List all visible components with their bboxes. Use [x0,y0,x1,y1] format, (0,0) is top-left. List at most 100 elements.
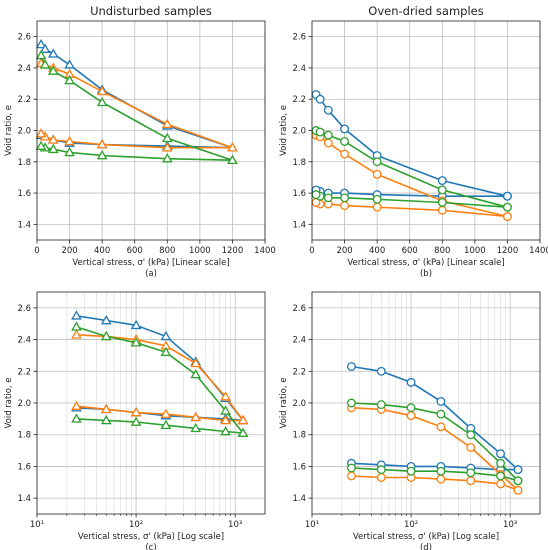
y-tick-label: 1.6 [17,462,31,472]
data-point [35,140,47,150]
series-b-0 [311,90,512,201]
data-point [220,414,231,425]
x-tick-label: 200 [336,246,352,256]
data-point [323,193,333,203]
series-d-2 [346,398,523,486]
data-point [372,202,382,212]
data-point [406,377,416,387]
panel-a: 0 200 400 600 800 1000 1200 1400 1.4 1.6 1.8 2.0 2.2… [4,4,276,279]
data-point [190,422,202,433]
data-point [39,59,51,69]
y-tick-label: 2.4 [17,336,31,346]
data-point [502,202,512,212]
x-axis-label: Vertical stress, σ' (kPa) [Linear scale] [347,258,504,268]
data-point [466,430,476,440]
y-tick-label: 1.8 [292,158,306,168]
data-point [100,414,112,425]
loading-line [76,315,244,421]
loading-line [351,365,519,471]
loading-line [76,326,244,434]
panel-b: 0 200 400 600 800 1000 1200 1400 1.4 1.6 1.8 2.0 2.2… [279,4,548,279]
data-point [513,465,523,475]
panel-caption: (b) [420,269,432,279]
data-point [340,124,350,134]
data-point [160,330,172,341]
y-tick-label: 1.4 [17,220,31,230]
data-point [35,128,47,138]
panel-title: Undisturbed samples [90,4,212,18]
panel-caption: (c) [145,543,156,550]
data-point [436,474,446,484]
data-point [315,127,325,137]
data-point [71,329,82,339]
data-point [496,479,506,489]
data-point [96,150,108,160]
y-tick-label: 1.4 [292,494,306,504]
data-point [130,407,142,417]
data-point [161,153,173,163]
x-tick-label: 0 [34,246,39,256]
y-tick-label: 2.0 [17,399,31,409]
data-point [64,135,75,146]
y-tick-label: 2.0 [17,127,31,137]
x-tick-label: 600 [402,246,418,256]
data-point [496,458,506,468]
data-point [315,94,325,104]
data-point [436,409,446,419]
y-tick-label: 1.4 [17,494,31,504]
series-a-1 [35,57,238,152]
data-point [71,321,82,331]
data-point [466,442,476,452]
panel-c: 10¹ 10² 10³ 1.4 1.6 1.8 2.0 2.2 2.4 2.6 Vertical s… [4,291,266,550]
data-point [100,330,112,341]
data-point [311,190,321,200]
data-point [160,419,172,430]
y-axis-label: Void ratio, e [4,377,14,428]
data-point [340,193,350,203]
data-point [406,411,416,421]
data-point [47,65,59,75]
data-point [161,132,173,143]
data-point [372,194,382,204]
data-point [237,414,249,425]
y-axis-label: Void ratio, e [279,377,289,428]
series-b-2 [311,126,512,212]
series-c-2 [71,321,249,437]
data-point [161,142,173,152]
series-d-0 [346,362,523,475]
x-axis-label: Vertical stress, σ' (kPa) [Log scale] [353,532,499,542]
x-tick-label: 10³ [228,520,242,530]
series-a-2 [35,49,238,165]
y-tick-label: 2.0 [292,399,306,409]
grid-d [311,292,540,514]
data-point [35,49,47,60]
y-tick-label: 1.6 [17,189,31,199]
y-tick-label: 1.6 [292,189,306,199]
x-tick-label: 800 [434,246,450,256]
data-point [436,422,446,432]
data-point [406,466,416,476]
x-tick-label: 10¹ [30,520,44,530]
x-tick-label: 1200 [222,246,244,256]
x-axis-label: Vertical stress, σ' (kPa) [Linear scale] [72,258,229,268]
x-tick-label: 0 [309,246,314,256]
data-point [130,416,142,426]
unloading-line [351,475,519,491]
data-point [376,473,386,482]
data-point [436,466,446,476]
y-axis-label: Void ratio, e [279,105,289,156]
data-point [466,468,476,478]
data-point [437,205,447,215]
y-tick-label: 2.6 [292,304,306,314]
x-axis-label: Vertical stress, σ' (kPa) [Log scale] [78,532,224,542]
y-tick-label: 2.4 [292,336,306,346]
y-tick-label: 2.2 [17,95,31,105]
data-point [346,398,356,408]
data-point [502,212,512,221]
data-point [436,396,446,406]
y-tick-label: 2.0 [292,127,306,137]
data-point [437,185,447,195]
x-tick-label: 400 [94,246,110,256]
y-tick-label: 1.8 [17,431,31,441]
